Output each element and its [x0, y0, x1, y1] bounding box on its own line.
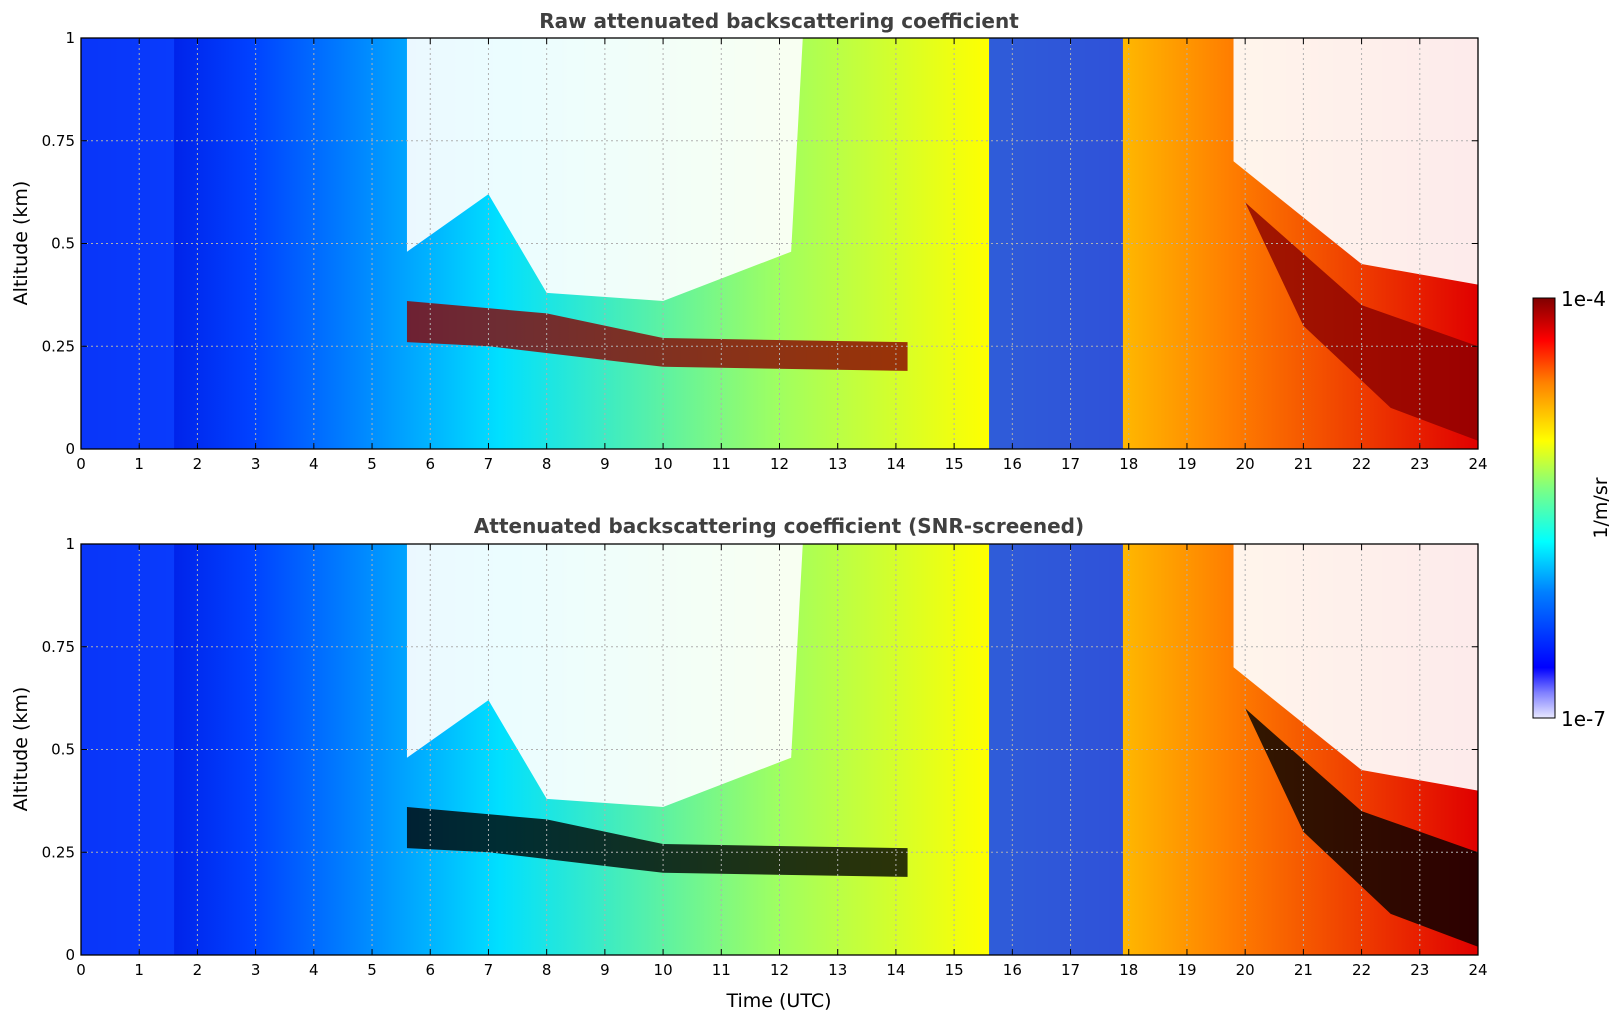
- colorbar-min-label: 1e-7: [1561, 707, 1606, 731]
- x-tick-label: 19: [1177, 455, 1196, 473]
- x-tick-label: 6: [425, 455, 435, 473]
- x-tick-label: 3: [251, 455, 261, 473]
- x-tick-label: 24: [1468, 961, 1487, 979]
- x-tick-label: 9: [600, 455, 610, 473]
- heatmap-strong-layer: [1245, 202, 1478, 441]
- y-tick-label: 0.25: [42, 337, 75, 355]
- x-tick-label: 14: [886, 961, 905, 979]
- x-tick-label: 20: [1236, 455, 1255, 473]
- x-tick-label: 5: [367, 961, 377, 979]
- x-tick-label: 2: [193, 961, 203, 979]
- panel-screened-ylabel: Altitude (km): [10, 687, 32, 812]
- x-tick-label: 17: [1061, 455, 1080, 473]
- colorbar-gradient: [1532, 297, 1556, 719]
- panel-raw-xticks: 0 1 2 3 4 5 6 7 8 9 10 11 12 13 14 15 16 17 18 19 20 21 22 23 24: [76, 38, 1488, 473]
- x-tick-label: 15: [945, 961, 964, 979]
- panel-raw-ylabel: Altitude (km): [10, 181, 32, 306]
- x-tick-label: 14: [886, 455, 905, 473]
- x-tick-label: 1: [134, 455, 144, 473]
- x-tick-label: 21: [1294, 961, 1313, 979]
- x-tick-label: 4: [309, 455, 319, 473]
- y-tick-label: 1: [65, 535, 75, 553]
- y-tick-label: 0.5: [51, 741, 75, 759]
- panel-screened-title: Attenuated backscattering coefficient (S…: [474, 514, 1084, 538]
- y-tick-label: 0.75: [42, 638, 75, 656]
- colorbar-unit-label: 1/m/sr: [1590, 477, 1612, 538]
- x-tick-label: 18: [1119, 455, 1138, 473]
- x-tick-label: 12: [770, 961, 789, 979]
- x-tick-label: 1: [134, 961, 144, 979]
- y-tick-label: 1: [65, 29, 75, 47]
- x-tick-label: 24: [1468, 455, 1487, 473]
- x-tick-label: 7: [484, 961, 494, 979]
- x-tick-label: 9: [600, 961, 610, 979]
- y-tick-label: 0.75: [42, 132, 75, 150]
- heatmap-clear-region: [1233, 38, 1478, 285]
- panel-screened-xlabel: Time (UTC): [725, 990, 831, 1012]
- colorbar: 1e-4 1e-7 1/m/sr: [1532, 287, 1612, 731]
- x-tick-label: 15: [945, 455, 964, 473]
- x-tick-label: 10: [654, 961, 673, 979]
- panel-screened-yticks: 0 0.25 0.5 0.75 1: [42, 535, 1478, 964]
- panel-screened-grid: [81, 544, 1478, 955]
- x-tick-label: 13: [828, 455, 847, 473]
- x-tick-label: 23: [1410, 455, 1429, 473]
- x-tick-label: 10: [654, 455, 673, 473]
- x-tick-label: 2: [193, 455, 203, 473]
- x-tick-label: 22: [1352, 961, 1371, 979]
- x-tick-label: 12: [770, 455, 789, 473]
- panel-screened-xticks: 0 1 2 3 4 5 6 7 8 9 10 11 12 13 14 15 16 17 18 19 20 21 22 23 24: [76, 544, 1488, 979]
- x-tick-label: 11: [712, 455, 731, 473]
- y-tick-label: 0.5: [51, 235, 75, 253]
- heatmap-strong-layer: [406, 807, 908, 877]
- x-tick-label: 17: [1061, 961, 1080, 979]
- panel-screened: Attenuated backscattering coefficient (S…: [10, 514, 1488, 1012]
- y-tick-label: 0: [65, 946, 75, 964]
- x-tick-label: 3: [251, 961, 261, 979]
- x-tick-label: 8: [542, 455, 552, 473]
- x-tick-label: 19: [1177, 961, 1196, 979]
- panel-raw-grid: [81, 38, 1478, 449]
- x-tick-label: 18: [1119, 961, 1138, 979]
- x-tick-label: 16: [1003, 961, 1022, 979]
- y-tick-label: 0.25: [42, 843, 75, 861]
- panel-raw-yticks: 0 0.25 0.5 0.75 1: [42, 29, 1478, 458]
- x-tick-label: 16: [1003, 455, 1022, 473]
- x-tick-label: 4: [309, 961, 319, 979]
- x-tick-label: 22: [1352, 455, 1371, 473]
- y-tick-label: 0: [65, 440, 75, 458]
- x-tick-label: 23: [1410, 961, 1429, 979]
- heatmap-strong-layer: [406, 301, 908, 371]
- x-tick-label: 5: [367, 455, 377, 473]
- x-tick-label: 21: [1294, 455, 1313, 473]
- x-tick-label: 0: [76, 961, 86, 979]
- x-tick-label: 0: [76, 455, 86, 473]
- x-tick-label: 11: [712, 961, 731, 979]
- heatmap-clear-region: [1233, 544, 1478, 791]
- colorbar-max-label: 1e-4: [1561, 287, 1606, 311]
- x-tick-label: 8: [542, 961, 552, 979]
- x-tick-label: 7: [484, 455, 494, 473]
- x-tick-label: 20: [1236, 961, 1255, 979]
- panel-raw: Raw attenuated backscattering coefficien…: [10, 9, 1488, 473]
- x-tick-label: 6: [425, 961, 435, 979]
- heatmap-strong-layer: [1245, 708, 1478, 947]
- x-tick-label: 13: [828, 961, 847, 979]
- panel-raw-title: Raw attenuated backscattering coefficien…: [539, 9, 1019, 33]
